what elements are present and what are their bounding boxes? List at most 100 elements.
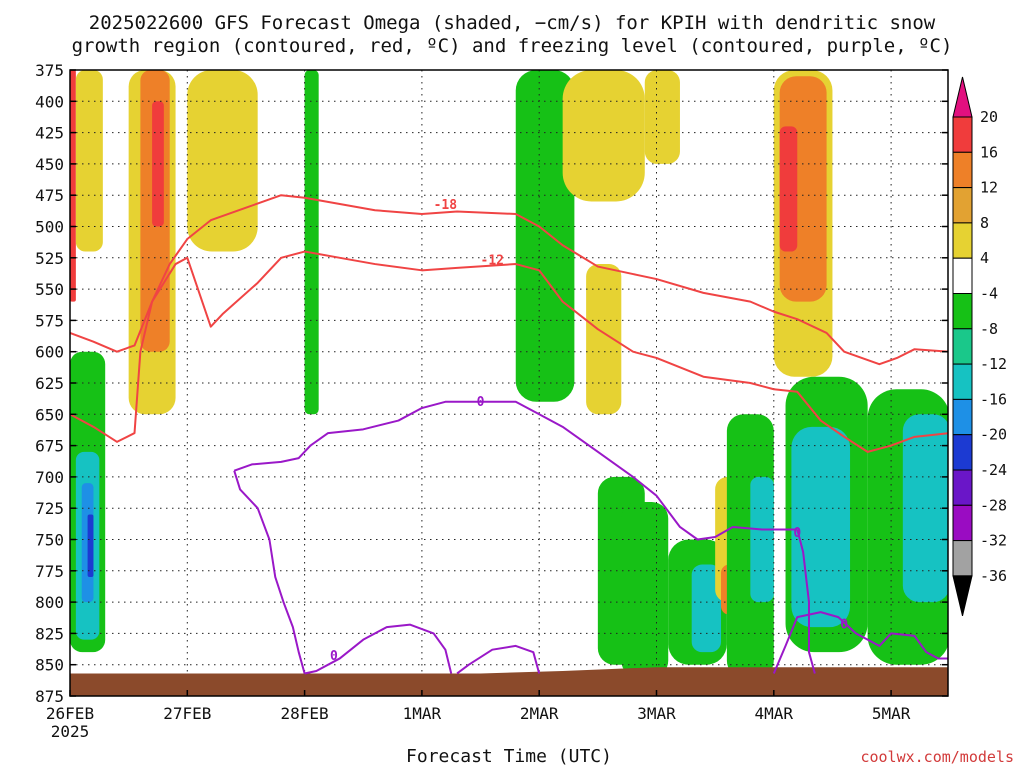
omega-cell-0 xyxy=(70,70,76,302)
x-tick-label-26FEB: 26FEB xyxy=(46,704,94,723)
y-tick-label-650: 650 xyxy=(35,405,64,424)
colorbar-swatch-5 xyxy=(952,257,973,295)
colorbar-swatch-7 xyxy=(952,328,973,365)
y-tick-label-425: 425 xyxy=(35,124,64,143)
y-tick-label-750: 750 xyxy=(35,531,64,550)
y-axis: 375 400 425 450 475 500 525 550 575 600 625 650 675 7… xyxy=(35,61,948,706)
freezing-contour-line-1 xyxy=(233,400,798,541)
y-tick-label-800: 800 xyxy=(35,593,64,612)
x-axis-title: Forecast Time (UTC) xyxy=(406,746,612,767)
freezing-contour-line-2 xyxy=(304,623,453,675)
plot-area: -18 -12 0 0 0 0 xyxy=(70,70,948,696)
colorbar-label-4: 4 xyxy=(980,249,989,267)
omega-cell-15 xyxy=(621,501,669,678)
omega-cell-11 xyxy=(515,70,575,402)
omega-cell-1 xyxy=(75,70,103,252)
credit-label: coolwx.com/models xyxy=(860,748,1014,766)
colorbar-swatch-11 xyxy=(952,469,973,506)
colorbar-swatch-2 xyxy=(952,151,973,189)
colorbar-swatch-9 xyxy=(952,398,973,436)
colorbar-label--36: -36 xyxy=(980,567,1007,585)
chart-title-line-1: 2025022600 GFS Forecast Omega (shaded, −… xyxy=(89,12,936,34)
omega-shading xyxy=(70,70,948,678)
colorbar-swatch-13 xyxy=(952,540,973,577)
y-tick-label-875: 875 xyxy=(35,687,64,706)
omega-cell-25 xyxy=(779,126,798,252)
y-tick-label-475: 475 xyxy=(35,186,64,205)
y-tick-label-400: 400 xyxy=(35,92,64,111)
omega-cell-18 xyxy=(691,564,722,653)
chart-title-line-2: growth region (contoured, red, ºC) and f… xyxy=(72,35,953,57)
colorbar-swatch-12 xyxy=(952,504,973,542)
colorbar-label--32: -32 xyxy=(980,532,1007,550)
grid xyxy=(70,70,948,696)
colorbar-label-8: 8 xyxy=(980,214,989,232)
freezing-contour-label-2: 0 xyxy=(330,649,338,664)
colorbar-label-12: 12 xyxy=(980,179,998,197)
dgz-contour-label-0: -18 xyxy=(434,198,458,213)
colorbar-label--4: -4 xyxy=(980,285,998,303)
y-tick-label-450: 450 xyxy=(35,155,64,174)
contours: -18 -12 0 0 0 0 xyxy=(70,194,948,675)
omega-cell-9 xyxy=(87,514,94,578)
x-tick-label-27FEB: 27FEB xyxy=(163,704,211,723)
y-tick-label-375: 375 xyxy=(35,61,64,80)
ground-fill xyxy=(70,667,948,696)
colorbar-label--24: -24 xyxy=(980,461,1007,479)
x-tick-label-3MAR: 3MAR xyxy=(637,704,676,723)
omega-cell-29 xyxy=(902,414,948,603)
colorbar-label--20: -20 xyxy=(980,426,1007,444)
colorbar-swatch-6 xyxy=(952,293,973,330)
y-tick-label-600: 600 xyxy=(35,343,64,362)
omega-cell-16 xyxy=(644,70,680,164)
dgz-contour-line-1 xyxy=(70,250,948,453)
colorbar-swatch-1 xyxy=(952,116,973,153)
omega-cell-13 xyxy=(586,264,622,415)
colorbar-label--8: -8 xyxy=(980,320,998,338)
freezing-contour-line-0 xyxy=(233,470,306,674)
x-axis: 26FEB 27FEB 28FEB 1MAR 2MAR 3MAR 4MAR 5MAR xyxy=(46,690,911,723)
freezing-contour-line-3 xyxy=(456,644,541,675)
y-tick-label-700: 700 xyxy=(35,468,64,487)
ground xyxy=(70,667,948,696)
colorbar-swatch-8 xyxy=(952,363,973,400)
colorbar-cap-bottom xyxy=(952,575,973,617)
colorbar-label--16: -16 xyxy=(980,390,1007,408)
colorbar-cap-top xyxy=(952,76,973,118)
x-year-label: 2025 xyxy=(51,722,90,741)
y-tick-label-625: 625 xyxy=(35,374,64,393)
y-tick-label-575: 575 xyxy=(35,311,64,330)
colorbar-label--28: -28 xyxy=(980,496,1007,514)
colorbar-swatch-3 xyxy=(952,187,973,224)
omega-cell-10 xyxy=(304,70,319,415)
y-tick-label-500: 500 xyxy=(35,218,64,237)
x-tick-label-5MAR: 5MAR xyxy=(872,704,911,723)
y-tick-label-550: 550 xyxy=(35,280,64,299)
colorbar: 20 16 12 8 4 -4 -8 -12 -16 -20 -24 -28 -32 -36 xyxy=(952,76,1007,617)
dgz-contour-label-1: -12 xyxy=(481,253,504,268)
y-tick-label-825: 825 xyxy=(35,624,64,643)
colorbar-swatch-10 xyxy=(952,434,973,471)
x-tick-label-4MAR: 4MAR xyxy=(755,704,794,723)
freezing-contour-label-4: 0 xyxy=(793,526,801,541)
omega-cell-4 xyxy=(152,101,164,227)
freezing-contour-line-4 xyxy=(796,529,816,674)
freezing-contour-line-5 xyxy=(772,611,948,674)
x-tick-label-28FEB: 28FEB xyxy=(281,704,329,723)
y-tick-label-675: 675 xyxy=(35,437,64,456)
omega-cell-5 xyxy=(187,70,258,252)
dgz-contour-line-0 xyxy=(70,194,948,366)
colorbar-label--12: -12 xyxy=(980,355,1007,373)
omega-cell-22 xyxy=(750,476,774,603)
y-tick-label-525: 525 xyxy=(35,249,64,268)
omega-cell-12 xyxy=(562,70,645,202)
x-tick-label-1MAR: 1MAR xyxy=(403,704,442,723)
y-tick-label-775: 775 xyxy=(35,562,64,581)
freezing-contour-label-5: 0 xyxy=(840,618,848,633)
y-tick-label-850: 850 xyxy=(35,656,64,675)
freezing-contour-label-1: 0 xyxy=(477,395,485,410)
colorbar-label-16: 16 xyxy=(980,143,998,161)
x-tick-label-2MAR: 2MAR xyxy=(520,704,559,723)
colorbar-swatch-4 xyxy=(952,222,973,259)
